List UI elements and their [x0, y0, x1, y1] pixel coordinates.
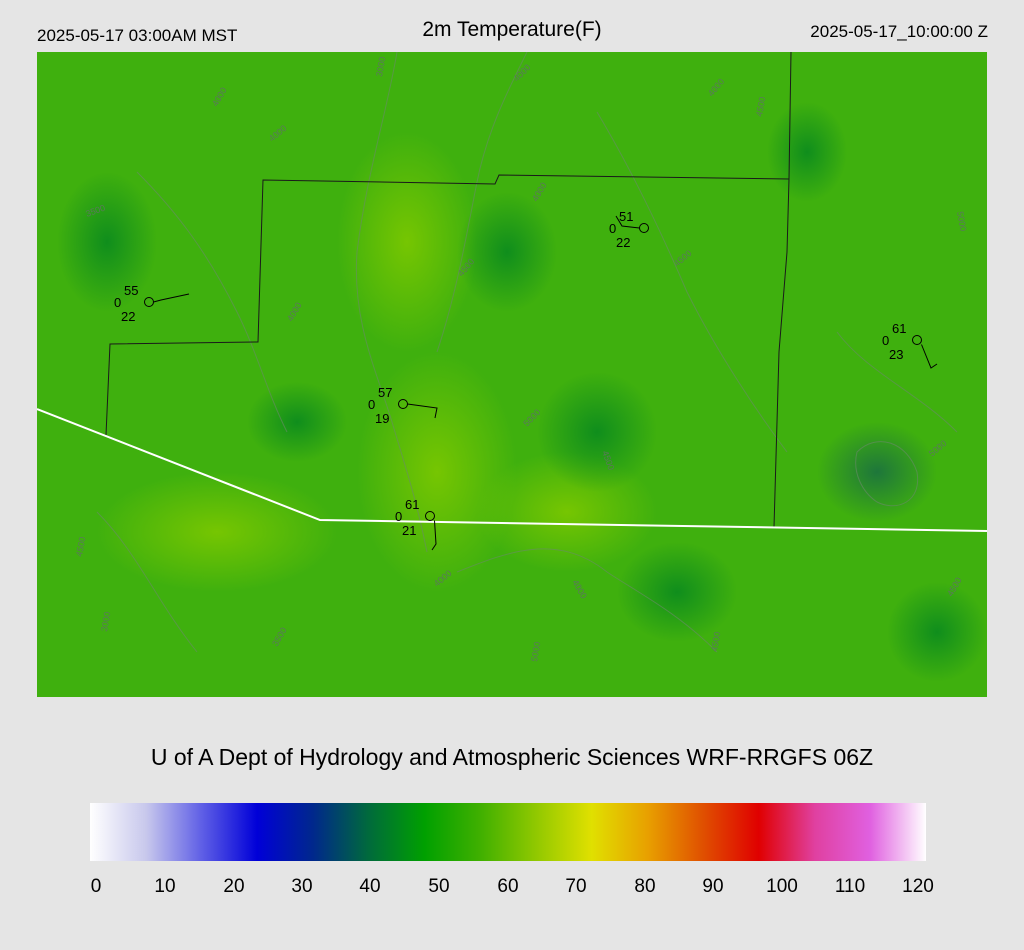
state-border — [37, 408, 987, 532]
contour-label: 3000 — [374, 56, 387, 77]
utc-time-label: 2025-05-17_10:00:00 Z — [810, 22, 988, 41]
station-marker — [425, 511, 435, 521]
credit-text: U of A Dept of Hydrology and Atmospheric… — [150, 744, 874, 770]
contour-label: 4500 — [74, 536, 87, 557]
map-title: 2m Temperature(F) — [422, 18, 602, 41]
contour-label: 4500 — [754, 96, 767, 117]
colorbar-tick-10: 10 — [154, 876, 176, 897]
station-gust: 0 — [368, 397, 375, 412]
contour-label: 5000 — [529, 641, 542, 662]
colorbar-tick-20: 20 — [223, 876, 245, 897]
colorbar-tick-70: 70 — [565, 876, 587, 897]
colorbar-tick-100: 100 — [766, 876, 798, 897]
station-gust: 0 — [609, 221, 616, 236]
wind-barb — [431, 520, 437, 551]
colorbar-tick-90: 90 — [702, 876, 724, 897]
colorbar-tick-40: 40 — [359, 876, 381, 897]
colorbar-tick-labels: 0 10 20 30 40 50 60 70 80 90 100 110 120 — [0, 876, 1024, 900]
local-time-label: 2025-05-17 03:00AM MST — [37, 26, 238, 45]
station-marker — [912, 335, 922, 345]
station-dewpoint: 21 — [402, 523, 416, 538]
station-dewpoint: 22 — [616, 235, 630, 250]
colorbar-tick-50: 50 — [428, 876, 450, 897]
contour-label: 5000 — [955, 211, 968, 232]
wind-barb — [921, 344, 938, 369]
wind-barb — [153, 293, 190, 303]
station-dewpoint: 23 — [889, 347, 903, 362]
station-temperature: 61 — [405, 497, 419, 512]
elevation-contours — [96, 52, 958, 653]
temperature-shading — [57, 102, 987, 682]
colorbar-tick-110: 110 — [834, 876, 866, 897]
county-boundaries — [105, 52, 792, 528]
station-gust: 0 — [395, 509, 402, 524]
contour-label: 4500 — [709, 631, 722, 652]
colorbar-tick-0: 0 — [90, 876, 102, 897]
station-gust: 0 — [882, 333, 889, 348]
station-dewpoint: 19 — [375, 411, 389, 426]
station-temperature: 57 — [378, 385, 392, 400]
station-temperature: 51 — [619, 209, 633, 224]
temperature-colorbar — [90, 803, 926, 861]
contour-label: 3000 — [99, 611, 112, 632]
station-temperature: 55 — [124, 283, 138, 298]
station-gust: 0 — [114, 295, 121, 310]
wind-barb — [615, 215, 640, 229]
station-dewpoint: 22 — [121, 309, 135, 324]
colorbar-tick-30: 30 — [291, 876, 313, 897]
wind-barb — [407, 403, 438, 419]
colorbar-tick-80: 80 — [634, 876, 656, 897]
colorbar-tick-120: 120 — [902, 876, 934, 897]
colorbar-tick-60: 60 — [497, 876, 519, 897]
station-temperature: 61 — [892, 321, 906, 336]
